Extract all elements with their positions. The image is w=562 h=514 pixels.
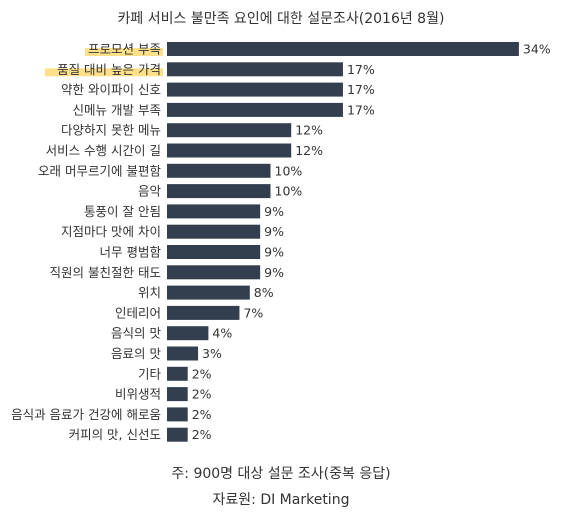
bar bbox=[167, 143, 292, 158]
category-label: 인테리어 bbox=[115, 305, 161, 320]
category-label: 통풍이 잘 안됨 bbox=[84, 204, 161, 219]
category-label: 음식의 맛 bbox=[111, 326, 161, 341]
source-note: 자료원: DI Marketing bbox=[212, 492, 350, 508]
value-label: 8% bbox=[254, 285, 274, 300]
bar bbox=[167, 427, 188, 442]
value-label: 10% bbox=[275, 184, 303, 199]
sample-note: 주: 900명 대상 설문 조사(중복 응답) bbox=[171, 466, 391, 482]
value-label: 2% bbox=[192, 387, 212, 402]
category-label: 음식과 음료가 건강에 해로움 bbox=[11, 407, 161, 422]
value-label: 3% bbox=[202, 346, 222, 361]
bar bbox=[167, 102, 343, 117]
value-label: 12% bbox=[295, 143, 323, 158]
category-label: 음료의 맛 bbox=[111, 346, 161, 361]
bar bbox=[167, 407, 188, 422]
category-label: 커피의 맛, 신선도 bbox=[69, 427, 161, 442]
value-label: 10% bbox=[275, 163, 303, 178]
bar bbox=[167, 184, 271, 199]
category-label: 직원의 불친절한 태도 bbox=[50, 265, 161, 280]
category-label: 위치 bbox=[138, 285, 161, 300]
value-label: 2% bbox=[192, 366, 212, 381]
category-label: 지점마다 맛에 차이 bbox=[61, 224, 161, 239]
bar bbox=[167, 62, 343, 77]
bar bbox=[167, 82, 343, 97]
bar bbox=[167, 42, 519, 56]
label-highlight bbox=[85, 48, 163, 56]
value-label: 2% bbox=[192, 407, 212, 422]
value-label: 17% bbox=[347, 62, 375, 77]
bar bbox=[167, 163, 271, 178]
bar bbox=[167, 387, 188, 402]
label-highlight bbox=[45, 68, 163, 77]
value-label: 17% bbox=[347, 82, 375, 97]
chart-title: 카페 서비스 불만족 요인에 대한 설문조사(2016년 8월) bbox=[117, 11, 445, 27]
bar bbox=[167, 224, 261, 239]
bar bbox=[167, 123, 292, 138]
category-label: 서비스 수행 시간이 길 bbox=[46, 143, 161, 158]
category-label: 프로모션 부족 bbox=[88, 42, 161, 57]
bar bbox=[167, 285, 250, 300]
category-label: 품질 대비 높은 가격 bbox=[57, 62, 161, 77]
category-label: 기타 bbox=[138, 366, 162, 381]
bar-chart: 프로모션 부족 34% 품질 대비 높은 가격 17% 약한 와이파이 신호 17% 신메뉴… bbox=[11, 42, 551, 443]
value-label: 12% bbox=[295, 123, 323, 138]
category-label: 다양하지 못한 메뉴 bbox=[61, 123, 161, 138]
category-label: 오래 머무르기에 불편함 bbox=[38, 163, 161, 178]
value-label: 9% bbox=[264, 224, 284, 239]
category-label: 비위생적 bbox=[115, 387, 161, 402]
category-label: 신메뉴 개발 부족 bbox=[73, 102, 161, 117]
bar bbox=[167, 346, 199, 361]
category-label: 너무 평범함 bbox=[100, 245, 162, 260]
bar bbox=[167, 305, 240, 320]
bar bbox=[167, 366, 188, 381]
value-label: 9% bbox=[264, 204, 284, 219]
value-label: 7% bbox=[243, 305, 263, 320]
category-label: 음악 bbox=[138, 184, 162, 199]
bar bbox=[167, 204, 261, 219]
value-label: 4% bbox=[212, 326, 232, 341]
bar bbox=[167, 265, 261, 280]
value-label: 2% bbox=[192, 427, 212, 442]
value-label: 9% bbox=[264, 245, 284, 260]
value-label: 9% bbox=[264, 265, 284, 280]
value-label: 17% bbox=[347, 102, 375, 117]
bar bbox=[167, 326, 209, 341]
value-label: 34% bbox=[523, 42, 551, 57]
bar bbox=[167, 245, 261, 259]
category-label: 약한 와이파이 신호 bbox=[61, 82, 161, 97]
